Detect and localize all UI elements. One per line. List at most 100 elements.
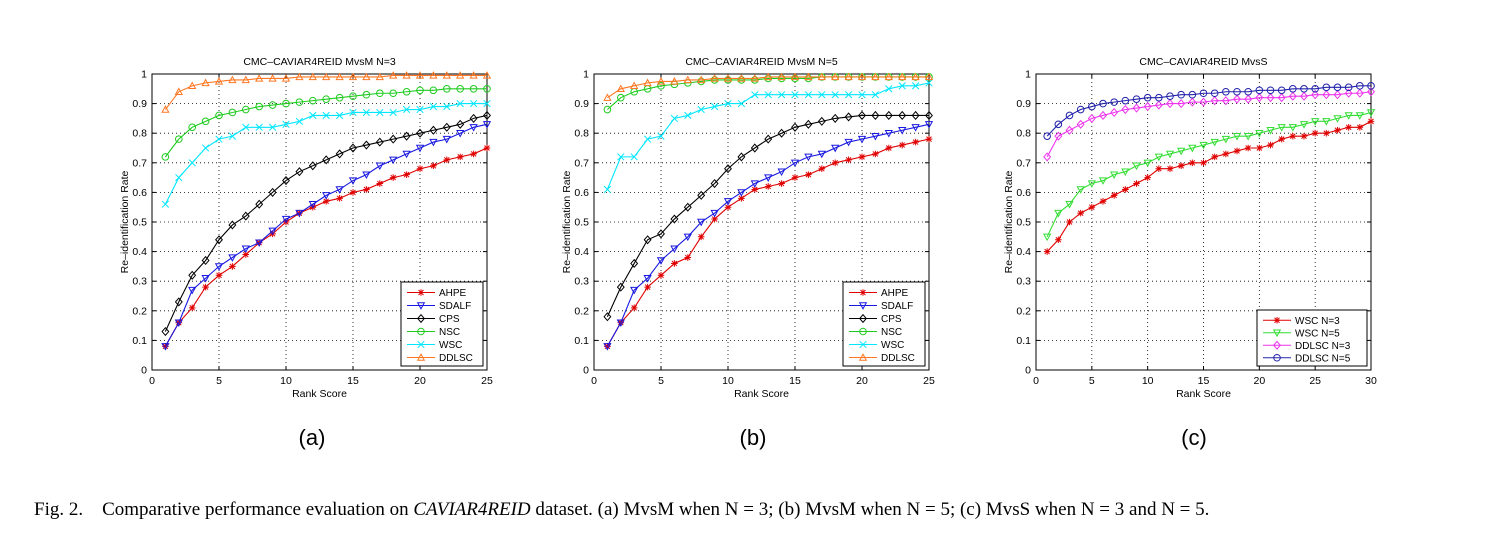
data-point bbox=[1299, 121, 1309, 129]
y-tick-label: 0 bbox=[583, 365, 589, 377]
x-tick-label: 10 bbox=[722, 375, 734, 387]
data-point bbox=[174, 297, 183, 307]
data-point bbox=[1065, 201, 1074, 209]
data-point bbox=[898, 82, 906, 90]
x-tick-label: 20 bbox=[414, 375, 426, 387]
data-point bbox=[603, 93, 612, 101]
data-point bbox=[295, 72, 304, 81]
data-point bbox=[362, 140, 371, 150]
y-tick-label: 0.1 bbox=[1016, 335, 1031, 347]
data-point bbox=[1122, 186, 1129, 193]
data-point bbox=[1311, 90, 1320, 100]
data-point bbox=[215, 135, 223, 143]
data-point bbox=[429, 102, 438, 111]
series-ddlsc-n-3 bbox=[1043, 87, 1375, 162]
data-point bbox=[603, 343, 612, 351]
data-point bbox=[1076, 186, 1085, 194]
data-point bbox=[738, 195, 745, 202]
data-point bbox=[482, 71, 492, 79]
data-point bbox=[268, 187, 277, 197]
data-point bbox=[1244, 87, 1252, 96]
legend-label: DDLSC N=3 bbox=[1295, 341, 1351, 352]
data-point bbox=[1099, 99, 1107, 108]
series-line bbox=[1046, 91, 1372, 158]
data-point bbox=[924, 72, 934, 81]
data-point bbox=[764, 72, 773, 81]
data-point bbox=[1367, 82, 1375, 90]
legend-marker bbox=[417, 289, 425, 296]
data-point bbox=[1244, 132, 1253, 141]
data-point bbox=[1277, 86, 1286, 95]
data-point bbox=[429, 71, 438, 79]
data-point bbox=[322, 192, 331, 200]
data-point bbox=[1300, 91, 1308, 101]
data-point bbox=[255, 199, 264, 209]
series-line bbox=[164, 103, 487, 205]
series-line bbox=[164, 88, 487, 158]
data-point bbox=[1221, 96, 1230, 106]
data-point bbox=[724, 203, 732, 211]
y-tick-label: 0.4 bbox=[132, 246, 147, 258]
data-point bbox=[402, 131, 411, 141]
data-point bbox=[175, 173, 183, 182]
x-tick-label: 15 bbox=[347, 375, 359, 387]
series-line bbox=[164, 114, 488, 332]
data-point bbox=[1077, 209, 1084, 217]
legend-label: CPS bbox=[881, 314, 902, 325]
data-point bbox=[362, 171, 371, 179]
data-point bbox=[872, 150, 879, 158]
data-point bbox=[1344, 88, 1353, 98]
y-tick-label: 1 bbox=[1025, 69, 1031, 81]
data-point bbox=[818, 91, 826, 99]
data-point bbox=[710, 178, 719, 189]
data-point bbox=[737, 74, 746, 82]
data-point bbox=[912, 138, 919, 146]
data-point bbox=[1255, 86, 1264, 95]
data-point bbox=[188, 159, 196, 167]
data-point bbox=[791, 91, 799, 99]
y-tick-label: 0.6 bbox=[574, 187, 589, 199]
data-point bbox=[1344, 83, 1353, 92]
data-point bbox=[215, 271, 223, 279]
data-point bbox=[777, 128, 786, 138]
chart-title: CMC–CAVIAR4REID MvsM N=5 bbox=[685, 56, 838, 68]
legend-marker bbox=[416, 302, 426, 310]
x-tick-label: 20 bbox=[1253, 375, 1265, 387]
data-point bbox=[1132, 162, 1141, 171]
data-point bbox=[255, 74, 264, 82]
data-point bbox=[1355, 112, 1364, 120]
data-point bbox=[1110, 192, 1118, 199]
data-point bbox=[603, 185, 612, 194]
data-point bbox=[430, 162, 437, 170]
series-line bbox=[164, 123, 488, 347]
data-point bbox=[402, 87, 411, 96]
data-point bbox=[1087, 113, 1096, 123]
data-point bbox=[1232, 132, 1242, 141]
data-point bbox=[161, 343, 170, 351]
data-point bbox=[229, 263, 236, 270]
data-point bbox=[1333, 115, 1342, 123]
data-point bbox=[1255, 93, 1264, 103]
data-point bbox=[845, 156, 852, 164]
series-ddlsc bbox=[603, 72, 934, 101]
y-axis-label: Re–identification Rate bbox=[119, 170, 131, 273]
x-tick-label: 25 bbox=[1309, 375, 1321, 387]
data-point bbox=[403, 171, 410, 178]
data-point bbox=[857, 135, 867, 144]
data-point bbox=[683, 233, 692, 242]
data-point bbox=[241, 75, 250, 84]
data-point bbox=[322, 95, 331, 103]
y-tick-label: 0.4 bbox=[574, 246, 589, 258]
legend-marker bbox=[1273, 353, 1281, 362]
legend-marker bbox=[859, 327, 867, 336]
data-point bbox=[1289, 132, 1297, 140]
panel-label: (a) bbox=[299, 425, 326, 450]
data-point bbox=[871, 91, 880, 99]
y-tick-label: 1 bbox=[583, 69, 589, 81]
data-point bbox=[415, 71, 425, 79]
data-point bbox=[737, 152, 746, 162]
data-point bbox=[1221, 135, 1230, 144]
x-tick-label: 10 bbox=[1142, 375, 1154, 387]
data-point bbox=[817, 72, 826, 81]
data-point bbox=[683, 75, 692, 84]
